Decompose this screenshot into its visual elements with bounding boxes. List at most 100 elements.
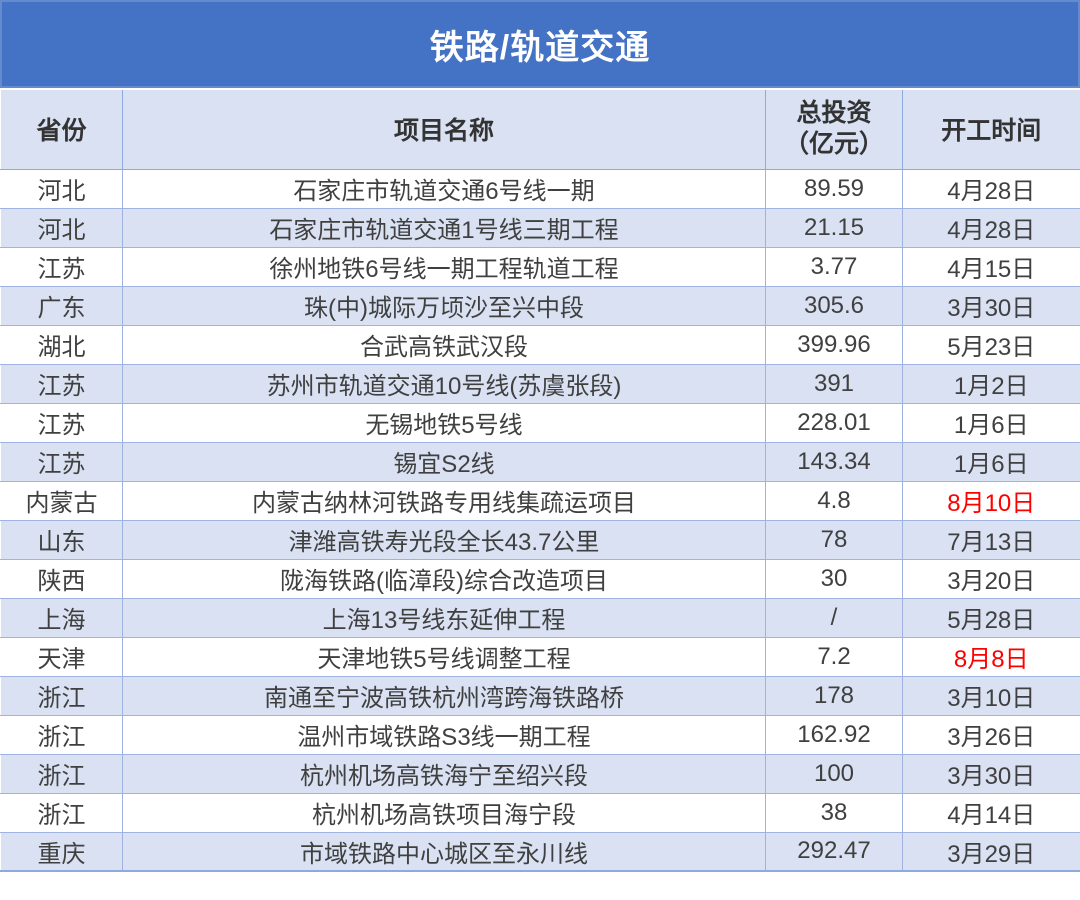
- cell-project-name: 苏州市轨道交通10号线(苏虞张段): [122, 363, 766, 404]
- cell-start-date: 3月30日: [902, 753, 1080, 794]
- cell-province: 江苏: [0, 246, 123, 287]
- cell-start-date: 1月2日: [902, 363, 1080, 404]
- cell-investment: 30: [765, 558, 903, 599]
- table-row: 江苏 锡宜S2线 143.34 1月6日: [0, 441, 1080, 482]
- cell-investment: 4.8: [765, 480, 903, 521]
- table-row: 山东 津潍高铁寿光段全长43.7公里 78 7月13日: [0, 519, 1080, 560]
- cell-project-name: 石家庄市轨道交通6号线一期: [122, 168, 766, 209]
- cell-province: 内蒙古: [0, 480, 123, 521]
- cell-investment: 162.92: [765, 714, 903, 755]
- cell-province: 山东: [0, 519, 123, 560]
- table-row: 江苏 徐州地铁6号线一期工程轨道工程 3.77 4月15日: [0, 246, 1080, 287]
- cell-start-date: 3月20日: [902, 558, 1080, 599]
- cell-investment: 7.2: [765, 636, 903, 677]
- cell-investment: 399.96: [765, 324, 903, 365]
- cell-investment: 228.01: [765, 402, 903, 443]
- table-row: 湖北 合武高铁武汉段 399.96 5月23日: [0, 324, 1080, 365]
- cell-start-date: 3月30日: [902, 285, 1080, 326]
- cell-project-name: 上海13号线东延伸工程: [122, 597, 766, 638]
- header-row: 省份 项目名称 总投资 （亿元） 开工时间: [0, 90, 1080, 170]
- cell-project-name: 南通至宁波高铁杭州湾跨海铁路桥: [122, 675, 766, 716]
- col-header-investment-line1: 总投资: [796, 99, 872, 127]
- cell-project-name: 锡宜S2线: [122, 441, 766, 482]
- cell-start-date: 8月10日: [902, 480, 1080, 521]
- col-header-start-date: 开工时间: [902, 90, 1080, 170]
- cell-project-name: 杭州机场高铁项目海宁段: [122, 792, 766, 833]
- table-row: 内蒙古 内蒙古纳林河铁路专用线集疏运项目 4.8 8月10日: [0, 480, 1080, 521]
- cell-start-date: 8月8日: [902, 636, 1080, 677]
- cell-start-date: 4月15日: [902, 246, 1080, 287]
- cell-province: 江苏: [0, 363, 123, 404]
- cell-project-name: 无锡地铁5号线: [122, 402, 766, 443]
- cell-start-date: 3月26日: [902, 714, 1080, 755]
- projects-table: 省份 项目名称 总投资 （亿元） 开工时间 河北 石家庄市轨道交通6号线一期 89.…: [0, 90, 1080, 872]
- table-row: 上海 上海13号线东延伸工程/5月28日: [0, 597, 1080, 638]
- cell-province: 陕西: [0, 558, 123, 599]
- cell-project-name: 合武高铁武汉段: [122, 324, 766, 365]
- cell-project-name: 石家庄市轨道交通1号线三期工程: [122, 207, 766, 248]
- cell-investment: 292.47: [765, 831, 903, 872]
- cell-investment: 21.15: [765, 207, 903, 248]
- cell-start-date: 5月28日: [902, 597, 1080, 638]
- table-row: 河北 石家庄市轨道交通1号线三期工程 21.15 4月28日: [0, 207, 1080, 248]
- table-row: 江苏 无锡地铁5号线 228.01 1月6日: [0, 402, 1080, 443]
- cell-project-name: 内蒙古纳林河铁路专用线集疏运项目: [122, 480, 766, 521]
- cell-investment: 143.34: [765, 441, 903, 482]
- cell-province: 广东: [0, 285, 123, 326]
- col-header-province: 省份: [0, 90, 123, 170]
- cell-start-date: 7月13日: [902, 519, 1080, 560]
- cell-project-name: 津潍高铁寿光段全长43.7公里: [122, 519, 766, 560]
- table-row: 天津 天津地铁5号线调整工程 7.2 8月8日: [0, 636, 1080, 677]
- cell-province: 天津: [0, 636, 123, 677]
- cell-province: 上海: [0, 597, 123, 638]
- cell-investment: 391: [765, 363, 903, 404]
- cell-start-date: 3月29日: [902, 831, 1080, 872]
- cell-start-date: 4月28日: [902, 207, 1080, 248]
- cell-investment: 3.77: [765, 246, 903, 287]
- table-row: 陕西 陇海铁路(临漳段)综合改造项目 30 3月20日: [0, 558, 1080, 599]
- cell-province: 浙江: [0, 792, 123, 833]
- cell-start-date: 3月10日: [902, 675, 1080, 716]
- cell-project-name: 徐州地铁6号线一期工程轨道工程: [122, 246, 766, 287]
- cell-investment: 178: [765, 675, 903, 716]
- cell-province: 河北: [0, 168, 123, 209]
- cell-province: 浙江: [0, 714, 123, 755]
- table-row: 浙江 南通至宁波高铁杭州湾跨海铁路桥 178 3月10日: [0, 675, 1080, 716]
- cell-start-date: 4月14日: [902, 792, 1080, 833]
- cell-province: 河北: [0, 207, 123, 248]
- page-title: 铁路/轨道交通: [0, 0, 1080, 90]
- cell-province: 浙江: [0, 753, 123, 794]
- cell-start-date: 4月28日: [902, 168, 1080, 209]
- cell-investment: 100: [765, 753, 903, 794]
- cell-investment: /: [765, 597, 903, 638]
- cell-province: 江苏: [0, 441, 123, 482]
- cell-project-name: 市域铁路中心城区至永川线: [122, 831, 766, 872]
- col-header-investment-line2: （亿元）: [783, 130, 884, 159]
- table-header: 省份 项目名称 总投资 （亿元） 开工时间: [0, 90, 1080, 170]
- table-row: 江苏 苏州市轨道交通10号线(苏虞张段) 391 1月2日: [0, 363, 1080, 404]
- table-row: 浙江 杭州机场高铁项目海宁段 38 4月14日: [0, 792, 1080, 833]
- table-row: 浙江 杭州机场高铁海宁至绍兴段 100 3月30日: [0, 753, 1080, 794]
- cell-investment: 78: [765, 519, 903, 560]
- cell-project-name: 陇海铁路(临漳段)综合改造项目: [122, 558, 766, 599]
- cell-project-name: 珠(中)城际万顷沙至兴中段: [122, 285, 766, 326]
- cell-project-name: 天津地铁5号线调整工程: [122, 636, 766, 677]
- cell-project-name: 温州市域铁路S3线一期工程: [122, 714, 766, 755]
- col-header-project: 项目名称: [122, 90, 766, 170]
- cell-start-date: 5月23日: [902, 324, 1080, 365]
- table-row: 广东 珠(中)城际万顷沙至兴中段 305.6 3月30日: [0, 285, 1080, 326]
- cell-project-name: 杭州机场高铁海宁至绍兴段: [122, 753, 766, 794]
- cell-investment: 38: [765, 792, 903, 833]
- table-row: 河北 石家庄市轨道交通6号线一期 89.59 4月28日: [0, 168, 1080, 209]
- cell-start-date: 1月6日: [902, 402, 1080, 443]
- table-row: 浙江 温州市域铁路S3线一期工程 162.92 3月26日: [0, 714, 1080, 755]
- table-body: 河北 石家庄市轨道交通6号线一期 89.59 4月28日 河北 石家庄市轨道交通1号线三期…: [0, 168, 1080, 872]
- table-row: 重庆 市域铁路中心城区至永川线 292.47 3月29日: [0, 831, 1080, 872]
- cell-start-date: 1月6日: [902, 441, 1080, 482]
- cell-investment: 89.59: [765, 168, 903, 209]
- cell-province: 浙江: [0, 675, 123, 716]
- cell-province: 湖北: [0, 324, 123, 365]
- cell-province: 重庆: [0, 831, 123, 872]
- cell-province: 江苏: [0, 402, 123, 443]
